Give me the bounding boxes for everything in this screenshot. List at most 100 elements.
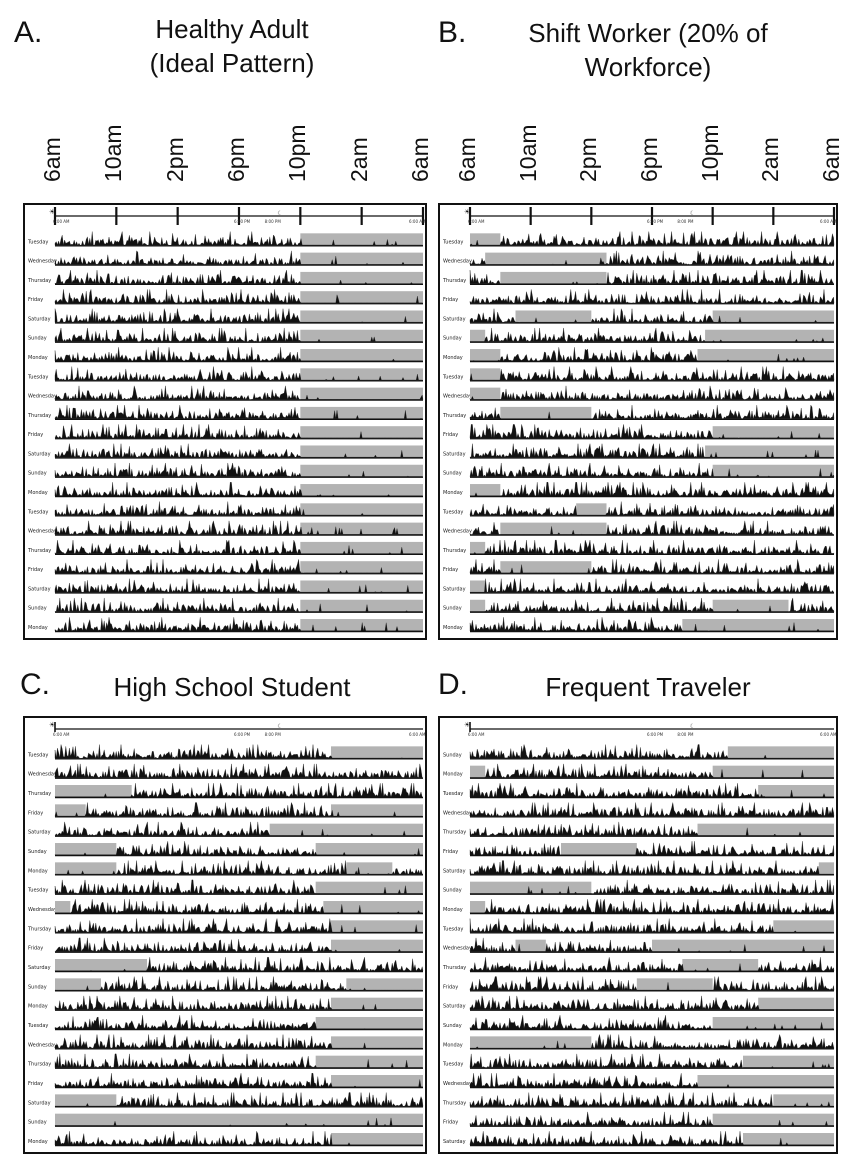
activity-trace	[54, 937, 424, 953]
day-label: Friday	[28, 297, 43, 303]
activity-trace	[469, 1034, 835, 1049]
sleep-bar	[470, 765, 486, 778]
activity-trace	[54, 539, 424, 555]
sleep-bar	[470, 881, 592, 894]
sleep-bar	[300, 522, 423, 535]
sleep-bar	[300, 233, 423, 246]
day-label: Thursday	[27, 1062, 51, 1068]
sleep-bar	[300, 426, 423, 439]
activity-trace	[54, 462, 424, 478]
sleep-bar	[470, 387, 501, 400]
day-label: Wednesday	[443, 529, 472, 535]
day-label: Tuesday	[442, 791, 463, 797]
activity-trace	[469, 1073, 835, 1088]
sleep-bar	[500, 406, 592, 419]
sleep-bar	[636, 978, 713, 991]
actogram-box: ☀ ☾ 6:00 AM 6:00 PM 8:00 PM 6:00 AM Tuesday Wed…	[23, 203, 427, 640]
day-label: Wednesday	[28, 772, 57, 778]
sleep-bar	[773, 1094, 834, 1107]
activity-trace	[469, 404, 835, 420]
panel-letter: A.	[14, 16, 43, 49]
time-tick-label: 10am	[514, 124, 541, 182]
sleep-bar	[743, 1055, 834, 1068]
panel-letter: C.	[20, 668, 50, 701]
day-label: Saturday	[443, 1004, 466, 1010]
time-tick-label: 6pm	[636, 137, 662, 182]
activity-trace	[469, 539, 835, 555]
activity-trace	[54, 597, 424, 613]
sleep-bar	[470, 901, 486, 913]
panel-title-line: Shift Worker (20% of	[528, 18, 768, 48]
day-label: Monday	[443, 490, 463, 496]
activity-trace	[54, 1130, 424, 1146]
sleep-bar	[55, 804, 86, 817]
activity-trace	[469, 1111, 835, 1127]
sleep-bar	[470, 484, 501, 496]
day-label: Tuesday	[442, 509, 463, 515]
day-label: Thursday	[442, 548, 466, 554]
activity-trace	[469, 879, 835, 895]
day-label: Saturday	[443, 586, 466, 592]
inner-time-label: 6:00 PM	[234, 219, 251, 224]
sun-icon: ☀	[49, 208, 55, 216]
actogram-svg: ☀ ☾ 6:00 AM 6:00 PM 8:00 PM 6:00 AM Tuesday Wed…	[27, 721, 425, 1147]
day-label: Tuesday	[442, 1062, 463, 1068]
sleep-bar	[697, 1075, 834, 1087]
sleep-bar	[712, 464, 834, 477]
day-label: Monday	[443, 907, 463, 913]
sleep-bar	[470, 368, 501, 381]
sleep-bar	[818, 862, 834, 875]
day-label: Sunday	[28, 1120, 47, 1126]
day-label: Wednesday	[443, 259, 472, 265]
day-label: Sunday	[443, 471, 462, 477]
activity-trace	[469, 250, 835, 265]
activity-trace	[469, 783, 835, 798]
sleep-bar	[300, 310, 423, 323]
inner-time-label: 6:00 AM	[820, 219, 837, 224]
day-label: Friday	[443, 567, 458, 573]
sleep-bar	[346, 978, 423, 991]
day-label: Sunday	[443, 888, 462, 894]
activity-trace	[469, 443, 835, 458]
day-label: Sunday	[28, 471, 47, 477]
sleep-bar	[331, 1133, 423, 1145]
day-label: Monday	[28, 868, 48, 874]
activity-trace	[469, 898, 835, 914]
day-label: Thursday	[27, 926, 51, 932]
activity-trace	[54, 879, 424, 894]
actogram-svg: ☀ ☾ 6:00 AM 6:00 PM 8:00 PM 6:00 AM Tuesday Wed…	[442, 207, 837, 633]
day-label: Saturday	[28, 965, 51, 971]
sleep-bar	[300, 252, 423, 265]
sleep-bar	[300, 291, 423, 304]
panel-title-line: Healthy Adult	[155, 14, 309, 44]
day-label: Sunday	[28, 336, 47, 342]
sleep-bar	[331, 997, 423, 1010]
activity-trace	[469, 976, 835, 991]
day-label: Sunday	[443, 606, 462, 612]
time-tick-label: 6am	[454, 137, 480, 182]
sleep-bar	[705, 329, 834, 342]
sleep-bar	[743, 1133, 834, 1145]
activity-trace	[469, 1015, 835, 1030]
activity-trace	[54, 1053, 424, 1069]
sun-icon: ☀	[49, 721, 55, 729]
sleep-bar	[300, 445, 423, 458]
activity-trace	[54, 860, 424, 875]
time-tick-label: 2pm	[575, 137, 602, 182]
sleep-bar	[561, 843, 637, 855]
activity-trace	[469, 597, 835, 613]
day-label: Saturday	[443, 1139, 466, 1145]
activity-trace	[54, 1117, 424, 1126]
day-label: Friday	[28, 1081, 43, 1087]
day-label: Tuesday	[442, 374, 463, 380]
activity-trace	[469, 231, 835, 246]
sleep-bar	[470, 233, 501, 246]
day-label: Tuesday	[442, 926, 463, 932]
day-label: Saturday	[443, 451, 466, 457]
activity-trace	[469, 327, 835, 342]
sleep-bar	[55, 959, 147, 971]
day-label: Monday	[28, 490, 48, 496]
activity-trace	[54, 821, 424, 837]
activity-trace	[469, 366, 835, 381]
day-label: Tuesday	[442, 239, 463, 245]
